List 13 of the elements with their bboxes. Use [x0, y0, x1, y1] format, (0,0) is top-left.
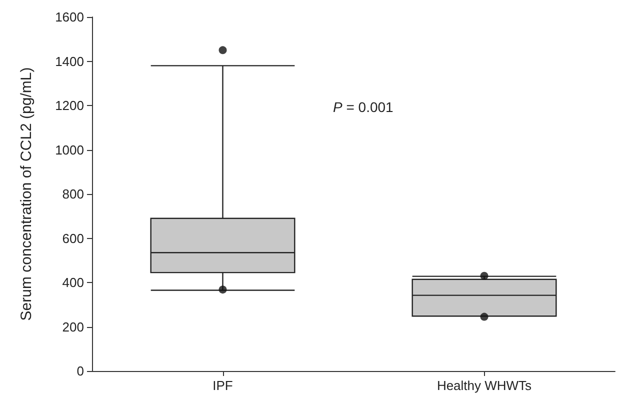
y-tick-label: 1200: [55, 98, 84, 113]
x-tick-label: IPF: [212, 378, 233, 393]
y-tick-label: 800: [62, 186, 84, 202]
y-tick-label: 400: [62, 275, 84, 290]
y-tick-label: 0: [76, 364, 84, 378]
y-tick-label: 1600: [55, 10, 84, 24]
annotation: P = 0.001: [333, 99, 394, 115]
y-tick-label: 600: [62, 230, 84, 246]
y-axis-title: Serum concentration of CCL2 (pg/mL): [18, 67, 35, 321]
y-tick-label: 200: [62, 319, 84, 334]
y-tick-label: 1400: [55, 54, 84, 69]
x-tick-label: Healthy WHWTs: [436, 378, 532, 393]
y-tick-label: 1000: [55, 142, 84, 158]
